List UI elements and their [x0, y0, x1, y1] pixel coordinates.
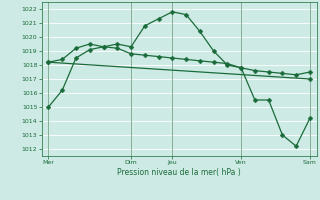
- X-axis label: Pression niveau de la mer( hPa ): Pression niveau de la mer( hPa ): [117, 168, 241, 177]
